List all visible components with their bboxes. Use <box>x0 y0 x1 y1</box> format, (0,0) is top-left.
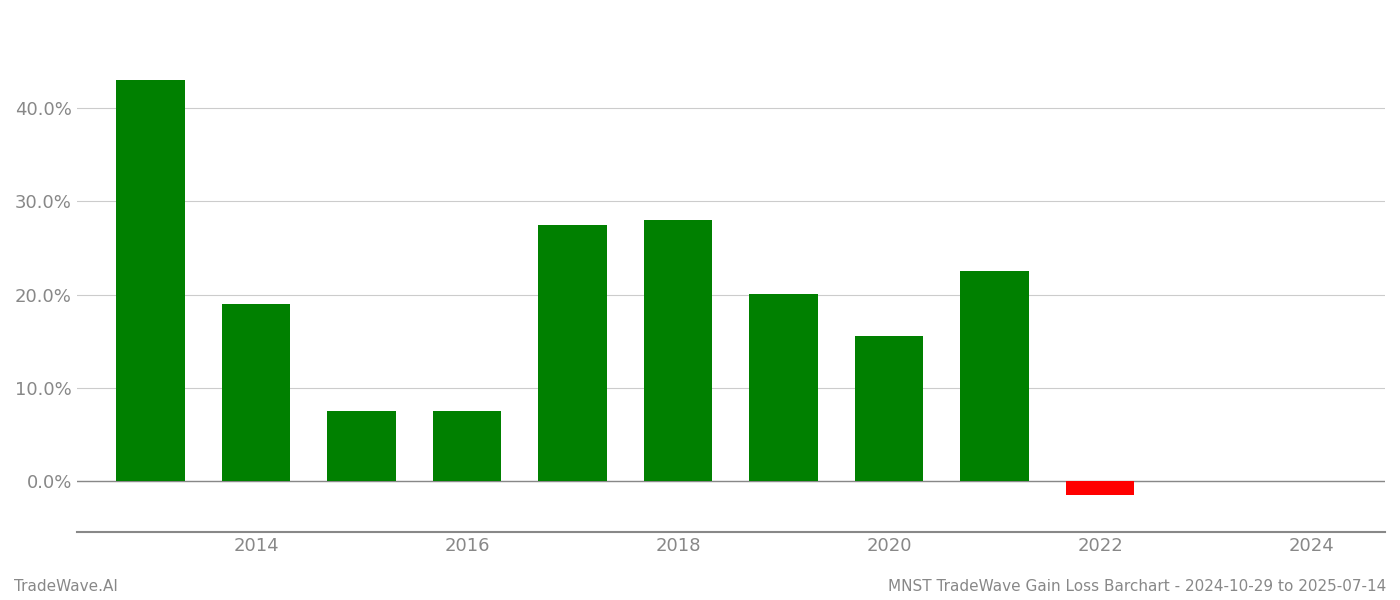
Bar <box>433 411 501 481</box>
Bar <box>749 293 818 481</box>
Bar <box>960 271 1029 481</box>
Bar <box>221 304 290 481</box>
Bar <box>644 220 713 481</box>
Bar <box>1065 481 1134 495</box>
Bar <box>855 337 924 481</box>
Bar <box>116 80 185 481</box>
Bar <box>328 411 396 481</box>
Text: MNST TradeWave Gain Loss Barchart - 2024-10-29 to 2025-07-14: MNST TradeWave Gain Loss Barchart - 2024… <box>888 579 1386 594</box>
Bar <box>539 224 606 481</box>
Text: TradeWave.AI: TradeWave.AI <box>14 579 118 594</box>
